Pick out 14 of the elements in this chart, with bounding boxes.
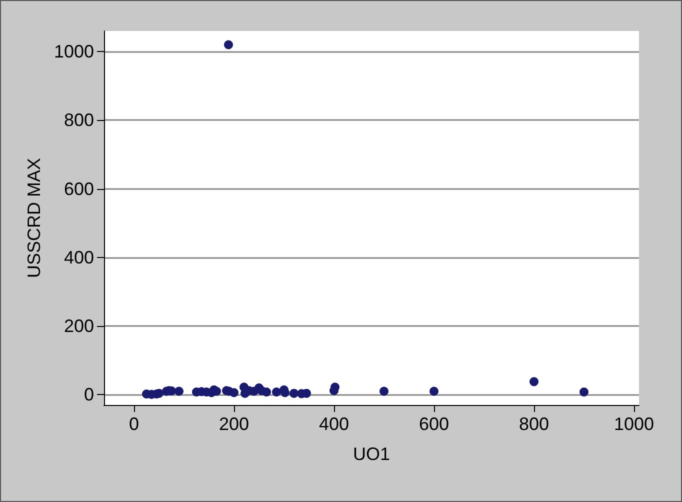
x-tick-label: 600 — [418, 414, 450, 434]
y-tick-label: 1000 — [54, 42, 94, 62]
y-tick-label: 600 — [64, 178, 94, 199]
y-tick-label: 200 — [64, 316, 94, 336]
x-tick-label: 1000 — [614, 414, 654, 434]
x-tick-label: 400 — [318, 414, 350, 434]
x-axis-title: UO1 — [352, 444, 390, 464]
y-tick-label: 800 — [64, 110, 94, 130]
y-tick-label: 400 — [64, 247, 94, 268]
x-tick-label: 800 — [518, 414, 550, 434]
x-tick-label: 0 — [128, 414, 140, 434]
y-tick-label: 0 — [84, 384, 94, 405]
x-tick-label: 200 — [218, 414, 250, 434]
y-axis-title: USSCRD MAX — [24, 158, 44, 278]
